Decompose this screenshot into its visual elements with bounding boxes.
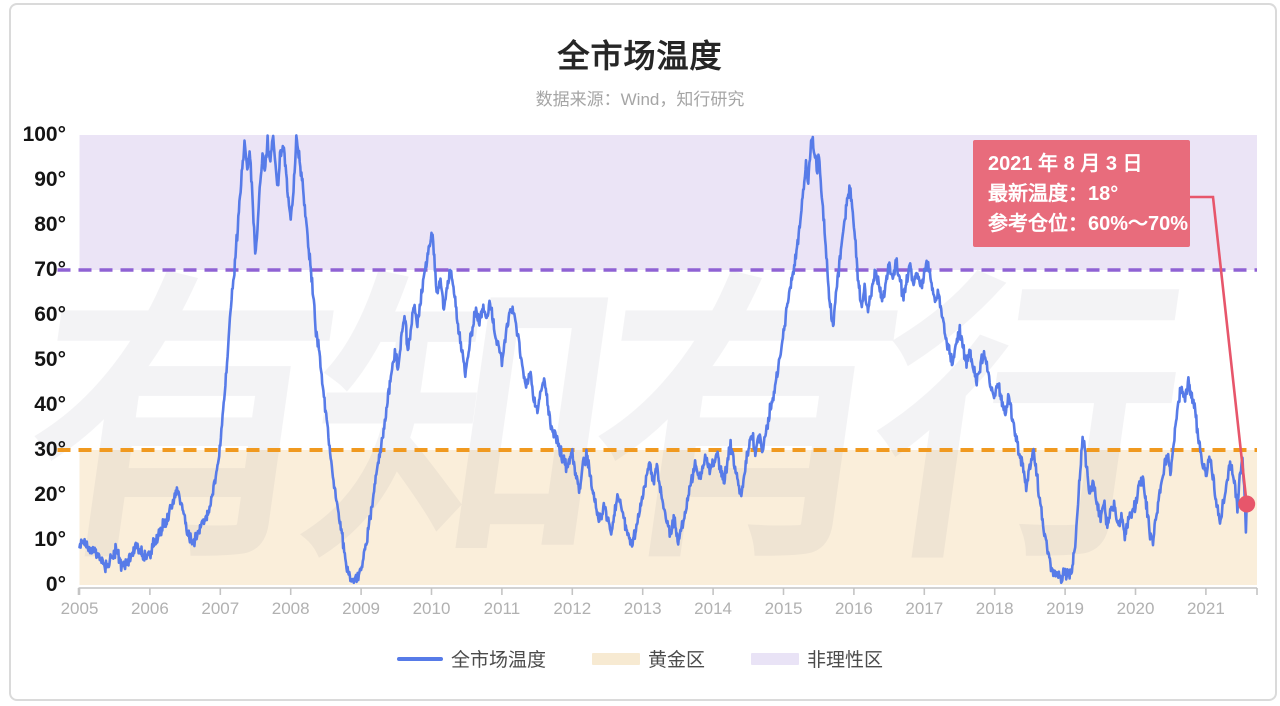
legend-item-box[interactable]: 非理性区 — [751, 645, 883, 672]
temperature-line — [78, 134, 1248, 585]
golden-zone-band — [79, 450, 1257, 585]
y-axis-tick-label: 50° — [34, 348, 66, 371]
y-axis-tick-label: 100° — [22, 123, 66, 146]
legend-line-swatch — [396, 656, 443, 661]
legend-box-swatch — [591, 652, 640, 665]
legend-box-swatch — [751, 652, 799, 665]
x-axis-tick-label: 2019 — [1046, 599, 1084, 618]
x-axis-tick-label: 2006 — [130, 599, 169, 618]
annotation-ref-position: 参考仓位：60%～70% — [988, 213, 1189, 235]
y-axis-tick-label: 40° — [34, 393, 66, 416]
y-axis-tick-label: 80° — [34, 213, 66, 236]
x-axis-tick-label: 2010 — [412, 599, 451, 618]
y-axis-tick-label: 30° — [34, 438, 66, 461]
annotation-date: 2021 年 8 月 3 日 — [988, 153, 1143, 175]
x-axis-tick-label: 2008 — [271, 599, 310, 618]
x-axis-tick-label: 2014 — [694, 599, 732, 618]
x-axis-tick-label: 2018 — [975, 599, 1014, 618]
x-axis-tick-label: 2016 — [834, 599, 873, 618]
x-axis-tick-label: 2009 — [342, 599, 380, 618]
y-axis-tick-label: 10° — [34, 528, 66, 551]
x-axis-tick-label: 2021 — [1186, 599, 1225, 618]
watermark-text: 有知有行 — [8, 256, 1196, 591]
annotation-latest-temp: 最新温度：18° — [988, 183, 1119, 205]
y-axis-tick-label: 70° — [34, 258, 66, 281]
x-axis-tick-label: 2013 — [623, 599, 662, 618]
y-axis-tick-label: 90° — [34, 168, 66, 191]
legend-label: 全市场温度 — [450, 650, 546, 671]
legend-item-series[interactable]: 全市场温度 — [396, 645, 546, 672]
legend-label: 非理性区 — [807, 650, 884, 671]
x-axis-tick-label: 2017 — [905, 599, 944, 618]
annotation-box: 2021 年 8 月 3 日 最新温度：18° 参考仓位：60%～70% — [973, 140, 1190, 247]
legend-item-box[interactable]: 黄金区 — [591, 645, 705, 672]
y-axis-tick-label: 0° — [45, 573, 66, 596]
x-axis-tick-label: 2020 — [1116, 599, 1155, 618]
x-axis-tick-label: 2007 — [201, 599, 240, 618]
y-axis-tick-label: 60° — [34, 303, 66, 326]
x-axis-tick-label: 2012 — [553, 599, 592, 618]
legend: 全市场温度 黄金区 非理性区 — [0, 645, 1280, 672]
annotation-callout-line — [1190, 195, 1248, 505]
data-source-note: 数据来源：Wind，知行研究 — [535, 90, 745, 109]
legend-label: 黄金区 — [647, 650, 705, 671]
page-title: 全市场温度 — [557, 38, 723, 74]
latest-point-marker — [1238, 495, 1256, 513]
x-axis-tick-label: 2011 — [483, 599, 521, 618]
y-axis-tick-label: 20° — [34, 483, 66, 506]
x-axis-tick-label: 2015 — [764, 599, 803, 618]
x-axis-tick-label: 2005 — [60, 599, 99, 618]
